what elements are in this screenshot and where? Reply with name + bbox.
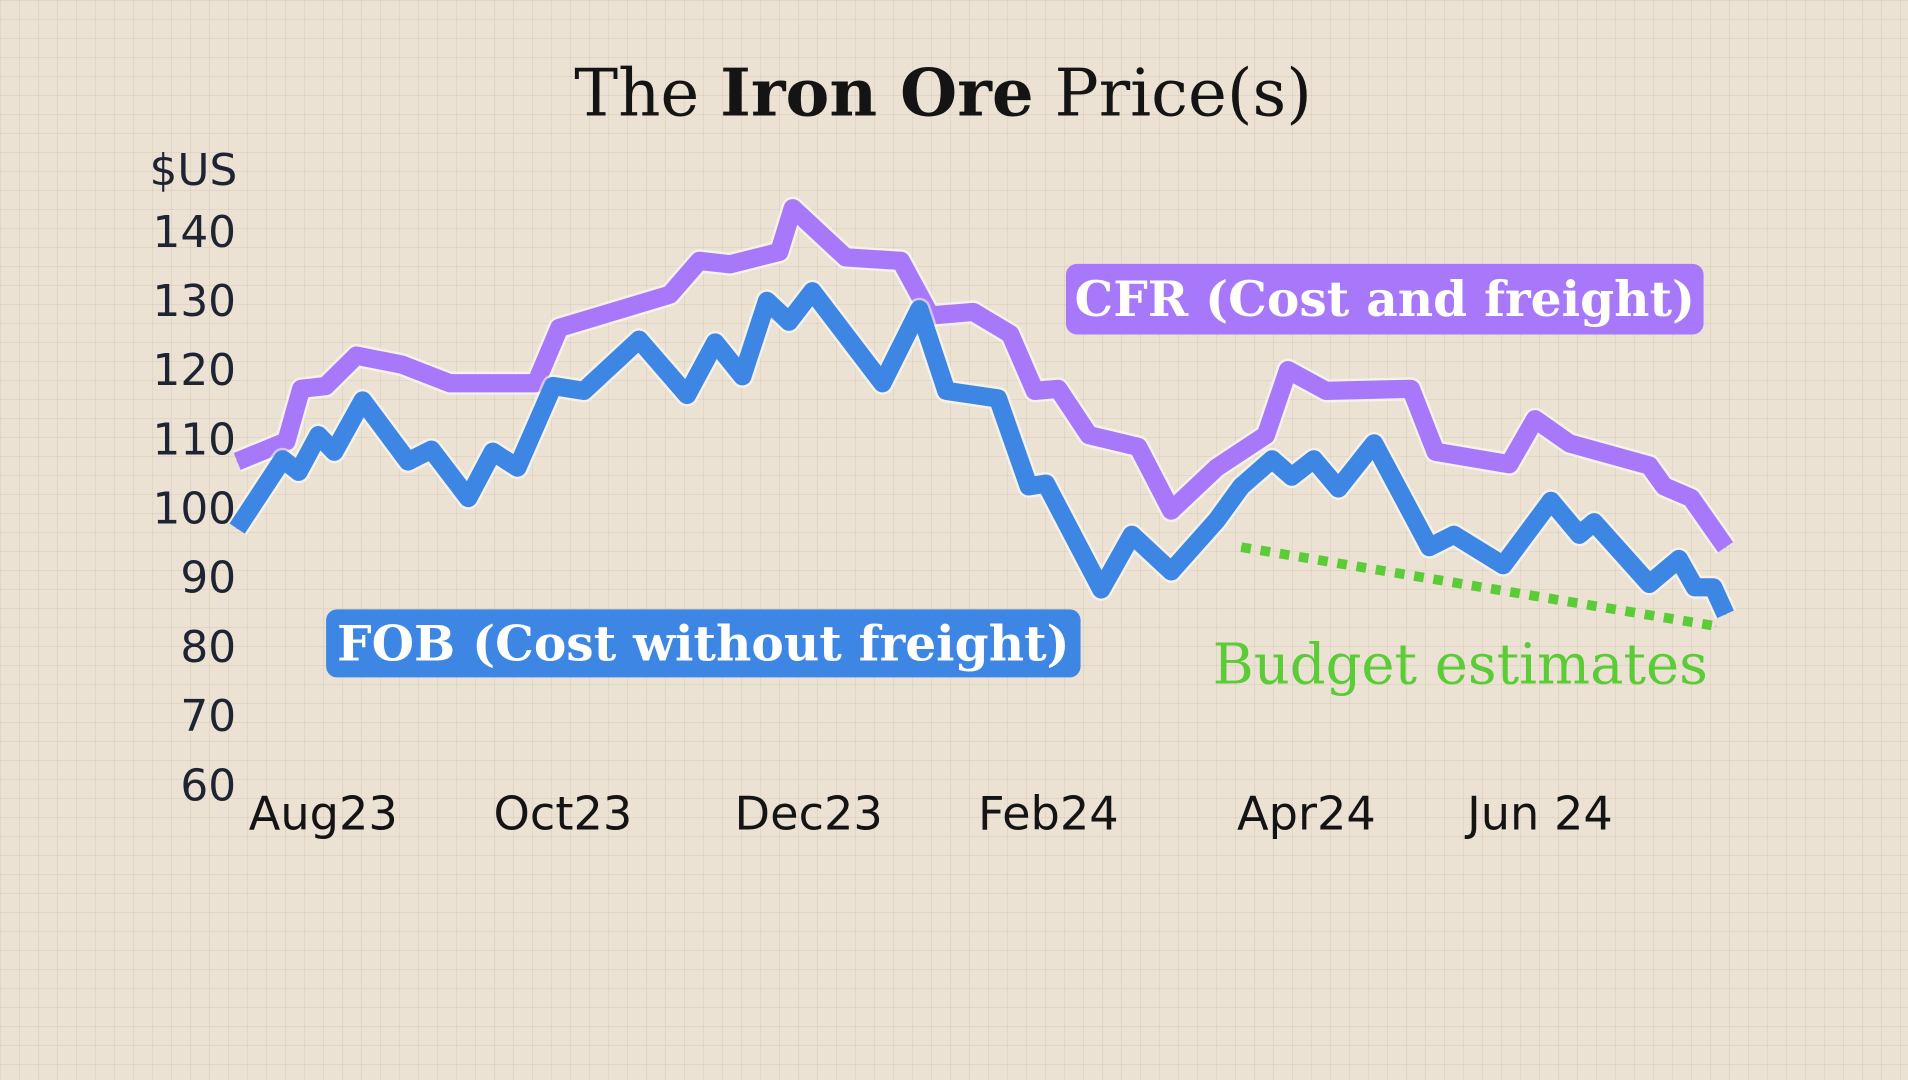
y-tick-label: 120 [152, 345, 236, 396]
y-axis-ticks: 140 130 120 110 100 90 80 70 60 [152, 207, 236, 811]
y-tick-label: 110 [152, 414, 236, 465]
cfr-line-point [729, 263, 731, 265]
budget-estimates-line-point [1715, 625, 1717, 627]
cfr-line-point [535, 382, 537, 384]
cfr-line-point [1508, 463, 1510, 465]
x-tick-label: Jun 24 [1464, 786, 1613, 840]
cfr-line-point [972, 311, 975, 313]
cfr-line-point [778, 251, 780, 253]
budget-estimates-label: Budget estimates [1213, 633, 1708, 698]
cfr-line-point [1663, 485, 1665, 487]
cfr-line-point [792, 207, 794, 209]
cfr-line-point [1034, 390, 1036, 392]
y-tick-label: 100 [152, 484, 236, 535]
cfr-line-point [1434, 451, 1437, 453]
cfr-line-point [900, 260, 902, 262]
cfr-legend-tag-bg [1065, 263, 1704, 335]
y-tick-label: 90 [180, 553, 236, 604]
cfr-line-point [236, 460, 238, 463]
cfr-line-point [558, 327, 560, 329]
cfr-line-point [669, 294, 671, 296]
chart-title-bold: Iron Ore [720, 55, 1033, 132]
chart-title-suffix: Price(s) [1034, 56, 1312, 132]
cfr-line-point [1287, 369, 1289, 371]
fob-legend-tag: FOB (Cost without freight) [326, 609, 1081, 678]
cfr-line-point [1648, 464, 1650, 467]
y-tick-label: 60 [180, 760, 236, 811]
cfr-line-point [1137, 446, 1139, 448]
cfr-line-point [1170, 509, 1172, 512]
cfr-line-point [1057, 388, 1059, 390]
x-tick-label: Feb24 [978, 786, 1119, 840]
cfr-line-point [1265, 434, 1267, 436]
x-tick-label: Apr24 [1237, 786, 1376, 840]
y-tick-label: 140 [152, 207, 236, 258]
cfr-line-point [1088, 434, 1090, 436]
cfr-line-point [698, 260, 700, 262]
cfr-line-point [1410, 388, 1412, 390]
series-layer [227, 196, 1737, 631]
cfr-legend-tag: CFR (Cost and freight) [1065, 263, 1704, 335]
cfr-line-point [1534, 418, 1536, 420]
y-tick-label: 80 [180, 622, 236, 673]
cfr-line-point [449, 382, 451, 384]
chart-title-prefix: The [574, 56, 720, 132]
cfr-line-point [844, 256, 847, 258]
y-tick-label: 130 [152, 276, 236, 327]
y-axis-label: $US [150, 145, 238, 196]
fob-line [229, 282, 1734, 619]
y-tick-label: 70 [180, 691, 236, 742]
cfr-line-point [325, 385, 327, 387]
x-axis-ticks: Aug23 Oct23 Dec23 Feb24 Apr24 Jun 24 [249, 786, 1613, 840]
fob-legend-tag-text: FOB (Cost without freight) [337, 615, 1070, 672]
budget-estimates-line [1240, 542, 1717, 631]
cfr-line-point [355, 354, 358, 357]
cfr-line-point [1690, 497, 1692, 499]
x-tick-label: Aug23 [249, 786, 398, 840]
chart-title: The Iron Ore Price(s) [574, 55, 1312, 132]
fob-legend-tag-bg [326, 609, 1081, 678]
cfr-legend-tag-text: CFR (Cost and freight) [1074, 271, 1695, 328]
x-tick-label: Oct23 [494, 786, 633, 840]
cfr-line-point [401, 363, 403, 366]
cfr-line-point [1568, 442, 1571, 445]
budget-estimates-line-point [1240, 546, 1242, 548]
cfr-line-point [1009, 333, 1011, 335]
cfr-line-point [1216, 467, 1218, 469]
cfr-line-point [1325, 390, 1327, 392]
cfr-line-point [285, 440, 287, 442]
x-tick-label: Dec23 [735, 786, 883, 840]
cfr-line-point [300, 388, 302, 390]
cfr-line-point [1724, 546, 1727, 548]
